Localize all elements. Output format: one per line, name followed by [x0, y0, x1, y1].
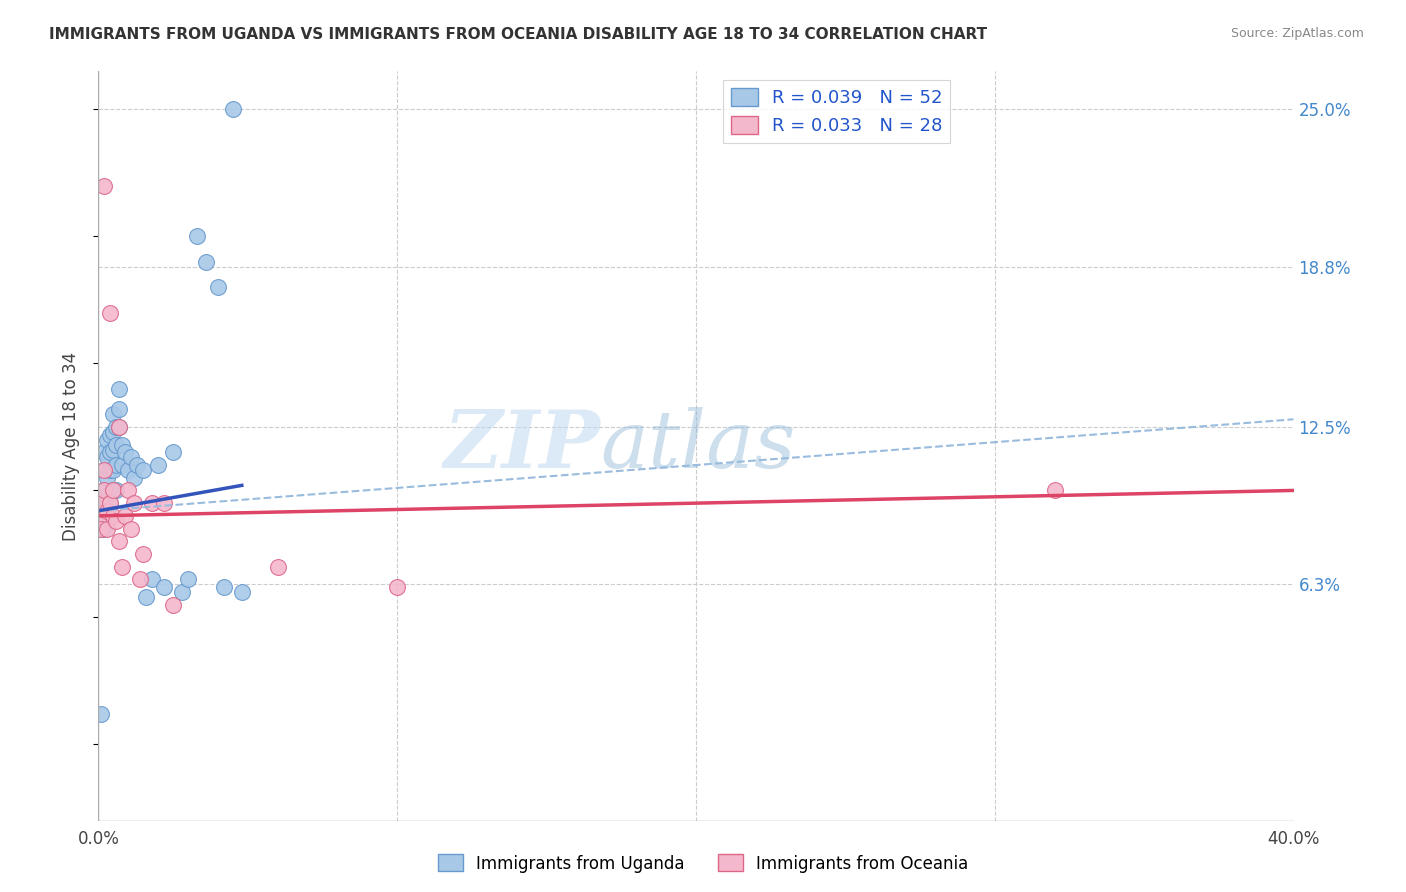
Point [96, 504, 118, 518]
Point [117, 463, 139, 477]
Point [96, 522, 118, 536]
Point [98, 445, 122, 459]
Point [117, 483, 139, 498]
Point [129, 572, 152, 586]
Point [90, 496, 112, 510]
Point [90, 508, 112, 523]
Point [98, 463, 122, 477]
Point [105, 514, 128, 528]
Point [124, 496, 146, 510]
Point [207, 280, 229, 294]
Legend: R = 0.039   N = 52, R = 0.033   N = 28: R = 0.039 N = 52, R = 0.033 N = 28 [724, 80, 950, 143]
Point [93, 483, 115, 498]
Point [98, 496, 122, 510]
Point [108, 420, 131, 434]
Point [96, 489, 118, 503]
Point [385, 580, 409, 594]
Text: IMMIGRANTS FROM UGANDA VS IMMIGRANTS FROM OCEANIA DISABILITY AGE 18 TO 34 CORREL: IMMIGRANTS FROM UGANDA VS IMMIGRANTS FRO… [49, 27, 987, 42]
Point [108, 402, 131, 417]
Y-axis label: Disability Age 18 to 34: Disability Age 18 to 34 [62, 351, 80, 541]
Point [212, 580, 235, 594]
Point [153, 580, 176, 594]
Point [103, 407, 125, 421]
Legend: Immigrants from Uganda, Immigrants from Oceania: Immigrants from Uganda, Immigrants from … [432, 847, 974, 880]
Point [90, 491, 112, 505]
Point [132, 547, 155, 561]
Point [172, 585, 194, 599]
Point [141, 572, 163, 586]
Point [90, 508, 112, 523]
Point [148, 458, 170, 472]
Point [105, 458, 128, 472]
Point [186, 229, 208, 244]
Point [111, 458, 134, 472]
Point [93, 463, 115, 477]
Point [103, 463, 125, 477]
Point [96, 471, 118, 485]
Point [231, 585, 253, 599]
Point [93, 504, 115, 518]
Point [93, 483, 115, 498]
Point [114, 508, 136, 523]
Point [195, 255, 218, 269]
Point [98, 306, 122, 320]
Point [98, 496, 122, 510]
Point [96, 514, 118, 528]
Point [267, 559, 290, 574]
Point [90, 706, 112, 721]
Point [114, 445, 136, 459]
Point [127, 458, 149, 472]
Point [105, 483, 128, 498]
Point [93, 463, 115, 477]
Point [132, 463, 155, 477]
Point [1043, 483, 1066, 498]
Text: atlas: atlas [600, 408, 796, 484]
Point [103, 508, 125, 523]
Point [141, 496, 163, 510]
Point [93, 178, 115, 193]
Point [108, 420, 131, 434]
Point [162, 598, 184, 612]
Point [103, 483, 125, 498]
Point [108, 534, 131, 549]
Point [135, 590, 157, 604]
Point [93, 445, 115, 459]
Text: ZIP: ZIP [443, 408, 600, 484]
Point [93, 522, 115, 536]
Point [111, 559, 134, 574]
Point [111, 438, 134, 452]
Point [105, 438, 128, 452]
Point [105, 420, 128, 434]
Text: Source: ZipAtlas.com: Source: ZipAtlas.com [1230, 27, 1364, 40]
Point [177, 572, 200, 586]
Point [120, 522, 142, 536]
Point [103, 442, 125, 457]
Point [90, 522, 112, 536]
Point [98, 427, 122, 442]
Point [124, 471, 146, 485]
Point [120, 450, 142, 465]
Point [90, 501, 112, 516]
Point [222, 103, 245, 117]
Point [103, 425, 125, 439]
Point [103, 483, 125, 498]
Point [153, 496, 176, 510]
Point [162, 445, 184, 459]
Point [108, 382, 131, 396]
Point [96, 433, 118, 447]
Point [90, 522, 112, 536]
Point [96, 450, 118, 465]
